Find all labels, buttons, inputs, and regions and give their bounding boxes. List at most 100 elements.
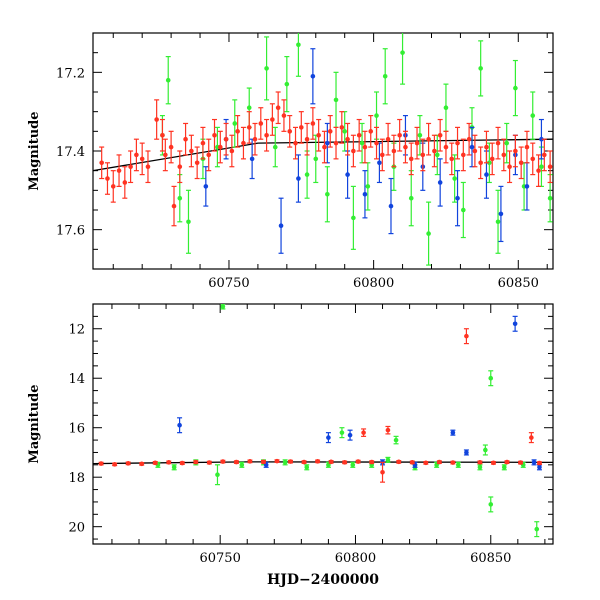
red-data-point: [171, 185, 177, 227]
marker: [304, 172, 310, 177]
marker: [342, 129, 347, 134]
red-data-point: [177, 150, 183, 184]
marker: [333, 140, 339, 146]
red-data-point: [541, 138, 547, 172]
marker: [498, 211, 504, 217]
marker: [414, 140, 420, 146]
marker: [539, 164, 544, 170]
blue-data-point: [310, 48, 316, 105]
marker: [351, 148, 356, 154]
marker: [235, 129, 240, 134]
red-data-point: [200, 126, 206, 160]
red-data-point: [328, 459, 334, 465]
marker: [234, 459, 239, 465]
red-data-point: [168, 130, 174, 164]
red-data-point: [397, 118, 403, 152]
marker: [270, 117, 275, 122]
red-data-point: [391, 134, 397, 168]
marker: [217, 144, 223, 150]
blue-data-point: [450, 429, 456, 436]
green-data-point: [482, 444, 488, 456]
blue-data-point: [437, 158, 443, 207]
red-data-point: [154, 99, 160, 140]
marker: [316, 132, 321, 138]
green-data-point: [382, 48, 388, 105]
red-data-point: [217, 130, 223, 164]
marker: [139, 461, 145, 467]
marker: [272, 144, 278, 150]
red-data-point: [507, 150, 513, 184]
red-data-point: [518, 146, 524, 180]
x-tick-label: 60750: [208, 276, 249, 291]
marker: [304, 136, 310, 142]
marker: [443, 105, 449, 111]
blue-data-point: [538, 118, 544, 160]
marker: [139, 156, 145, 162]
red-data-point: [139, 461, 145, 467]
y-tick-label: 17.2: [56, 66, 85, 81]
marker: [477, 460, 483, 465]
blue-data-point: [524, 162, 530, 211]
red-data-point: [426, 122, 432, 156]
red-data-point: [431, 134, 437, 168]
marker: [365, 184, 371, 189]
marker: [288, 459, 293, 464]
marker: [168, 144, 174, 150]
red-data-point: [233, 459, 239, 465]
marker: [264, 66, 269, 71]
green-data-point: [512, 59, 518, 117]
red-data-point: [385, 425, 391, 435]
y-tick-label: 17.6: [56, 224, 85, 239]
red-data-point: [247, 459, 253, 464]
bottom-xlabel: HJD−2400000: [267, 572, 379, 588]
top-ylabel: Magnitude: [27, 111, 42, 190]
red-data-point: [396, 459, 402, 465]
marker: [417, 132, 423, 138]
marker: [408, 156, 414, 162]
marker: [432, 148, 437, 154]
red-data-point: [293, 126, 299, 160]
red-data-point: [327, 114, 333, 148]
red-data-point: [345, 122, 351, 156]
green-data-point: [214, 464, 220, 486]
red-data-point: [275, 91, 281, 125]
marker: [274, 458, 280, 464]
marker: [122, 180, 128, 185]
marker: [362, 191, 368, 197]
marker: [183, 136, 188, 142]
marker: [478, 160, 483, 166]
red-data-point: [501, 138, 507, 172]
red-data-point: [374, 126, 380, 160]
marker: [385, 427, 391, 433]
marker: [518, 460, 523, 465]
marker: [539, 136, 544, 142]
marker: [530, 113, 536, 118]
green-data-point: [324, 166, 330, 223]
marker: [524, 184, 530, 189]
green-data-point: [452, 154, 458, 203]
marker: [299, 125, 304, 130]
marker: [252, 136, 258, 142]
red-data-point: [524, 130, 530, 164]
marker: [495, 219, 501, 225]
bottom-panel-frame: [92, 303, 554, 545]
marker: [369, 459, 375, 465]
green-data-point: [220, 304, 226, 310]
red-data-point: [490, 460, 496, 466]
marker: [125, 461, 131, 466]
red-data-point: [449, 142, 455, 176]
marker: [229, 148, 235, 154]
marker: [275, 105, 281, 111]
marker: [380, 469, 385, 475]
marker: [287, 129, 293, 134]
marker: [310, 121, 316, 126]
marker: [296, 176, 301, 181]
blue-data-point: [455, 170, 461, 227]
green-data-point: [171, 464, 177, 471]
marker: [154, 117, 159, 122]
red-data-point: [98, 461, 104, 466]
marker: [409, 460, 415, 465]
red-data-point: [166, 460, 172, 465]
red-data-point: [274, 458, 280, 464]
red-data-point: [152, 460, 158, 466]
